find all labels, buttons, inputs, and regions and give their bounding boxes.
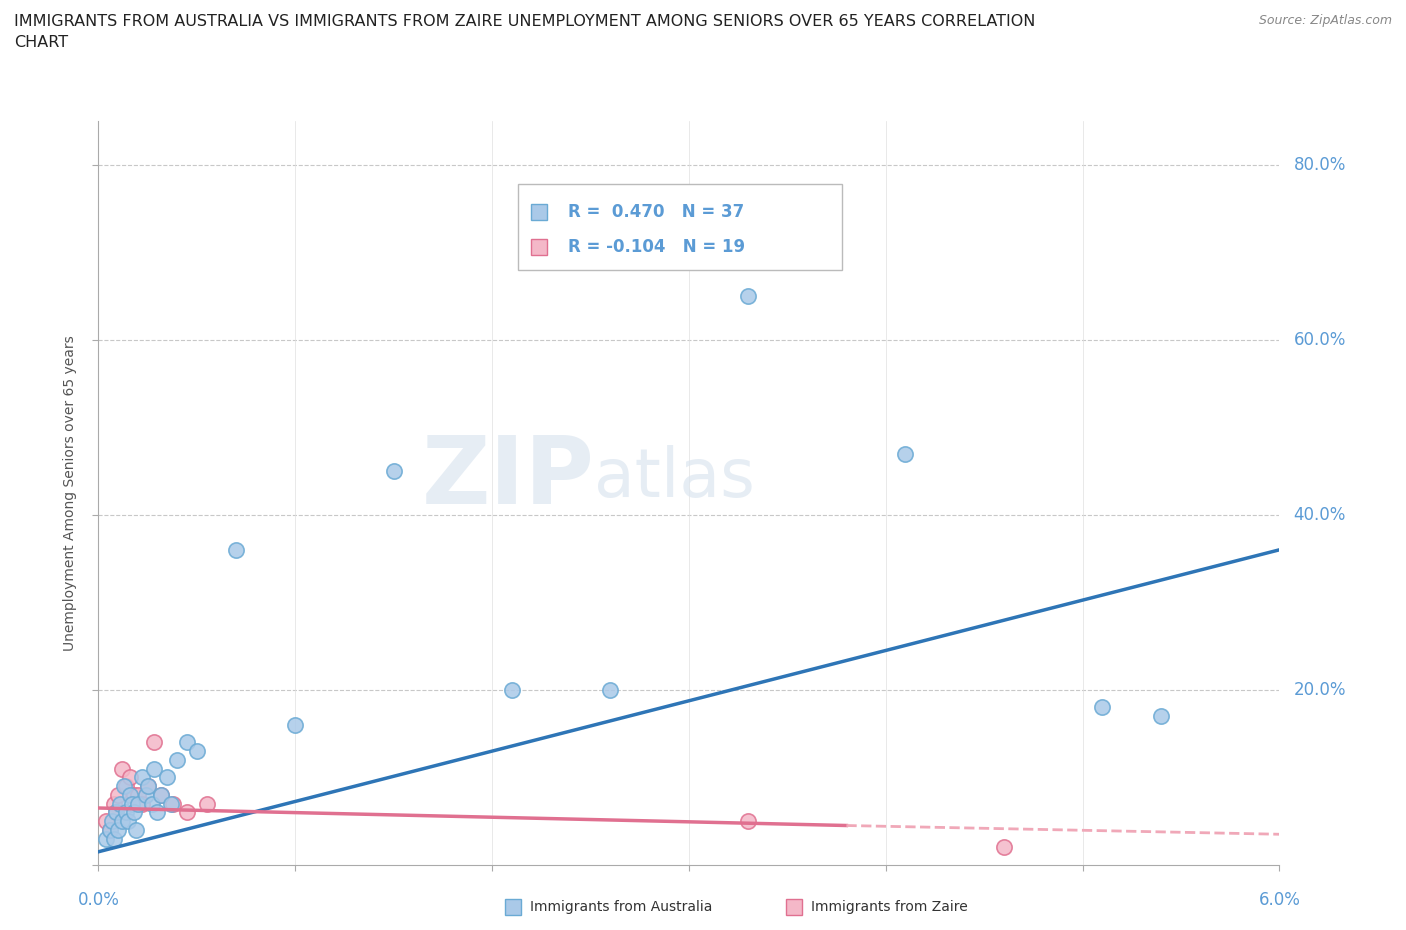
Text: 0.0%: 0.0% xyxy=(77,891,120,909)
Text: ZIP: ZIP xyxy=(422,432,595,524)
Text: atlas: atlas xyxy=(595,445,755,511)
Text: 40.0%: 40.0% xyxy=(1294,506,1346,524)
Text: 80.0%: 80.0% xyxy=(1294,155,1346,174)
FancyBboxPatch shape xyxy=(517,184,842,270)
Text: IMMIGRANTS FROM AUSTRALIA VS IMMIGRANTS FROM ZAIRE UNEMPLOYMENT AMONG SENIORS OV: IMMIGRANTS FROM AUSTRALIA VS IMMIGRANTS … xyxy=(14,14,1035,29)
Text: 6.0%: 6.0% xyxy=(1258,891,1301,909)
Text: Immigrants from Zaire: Immigrants from Zaire xyxy=(811,899,967,914)
Text: R = -0.104   N = 19: R = -0.104 N = 19 xyxy=(568,238,745,257)
Y-axis label: Unemployment Among Seniors over 65 years: Unemployment Among Seniors over 65 years xyxy=(63,335,77,651)
Text: CHART: CHART xyxy=(14,35,67,50)
Text: Immigrants from Australia: Immigrants from Australia xyxy=(530,899,713,914)
Text: R =  0.470   N = 37: R = 0.470 N = 37 xyxy=(568,204,745,221)
Text: Source: ZipAtlas.com: Source: ZipAtlas.com xyxy=(1258,14,1392,27)
Text: 60.0%: 60.0% xyxy=(1294,331,1346,349)
Text: 20.0%: 20.0% xyxy=(1294,681,1346,698)
